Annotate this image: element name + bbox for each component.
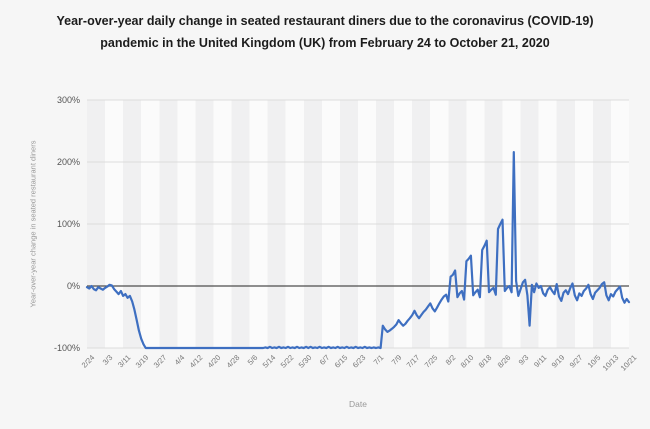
x-tick-label: 10/5 [585,353,603,370]
x-tick-label: 8/26 [495,353,512,370]
y-tick-label: -100% [53,342,80,353]
x-tick-label: 4/4 [172,353,187,367]
x-tick-label: 10/21 [618,353,639,373]
y-tick-label: 300% [56,94,80,105]
x-tick-label: 5/30 [296,353,314,370]
x-tick-label: 9/3 [516,353,530,367]
x-tick-label: 4/12 [188,353,205,370]
x-axis-title: Date [349,399,367,409]
x-tick-label: 7/1 [371,353,386,367]
x-tick-label: 6/7 [317,353,332,367]
x-tick-label: 4/20 [206,353,223,370]
x-tick-label: 5/6 [245,353,259,367]
x-tick-label: 8/2 [443,353,458,367]
x-tick-label: 3/11 [116,353,133,370]
x-tick-label: 7/25 [422,353,440,370]
x-tick-label: 2/24 [79,353,97,370]
x-tick-label: 3/27 [151,353,169,370]
x-tick-label: 5/22 [278,353,296,370]
plot-area [85,99,631,350]
y-tick-label: 200% [56,156,80,167]
x-tick-label: 6/15 [332,353,350,370]
x-tick-label: 9/27 [567,353,585,370]
x-tick-label: 10/13 [600,353,621,373]
x-tick-label: 7/9 [389,353,404,367]
line-chart-svg [85,99,631,350]
data-line [85,151,631,350]
x-tick-label: 5/14 [260,353,278,370]
x-tick-label: 6/23 [350,353,368,370]
y-tick-label: 0% [66,280,80,291]
x-tick-label: 3/19 [133,353,151,370]
x-tick-label: 9/11 [531,353,549,370]
chart-title: Year-over-year daily change in seated re… [56,14,594,50]
y-tick-label: 100% [56,218,80,229]
x-tick-label: 8/10 [459,353,476,370]
x-tick-label: 7/17 [404,353,422,370]
x-tick-label: 8/18 [477,353,494,370]
x-tick-label: 9/19 [549,353,567,370]
x-tick-label: 3/3 [100,353,115,367]
x-tick-label: 4/28 [224,353,241,370]
